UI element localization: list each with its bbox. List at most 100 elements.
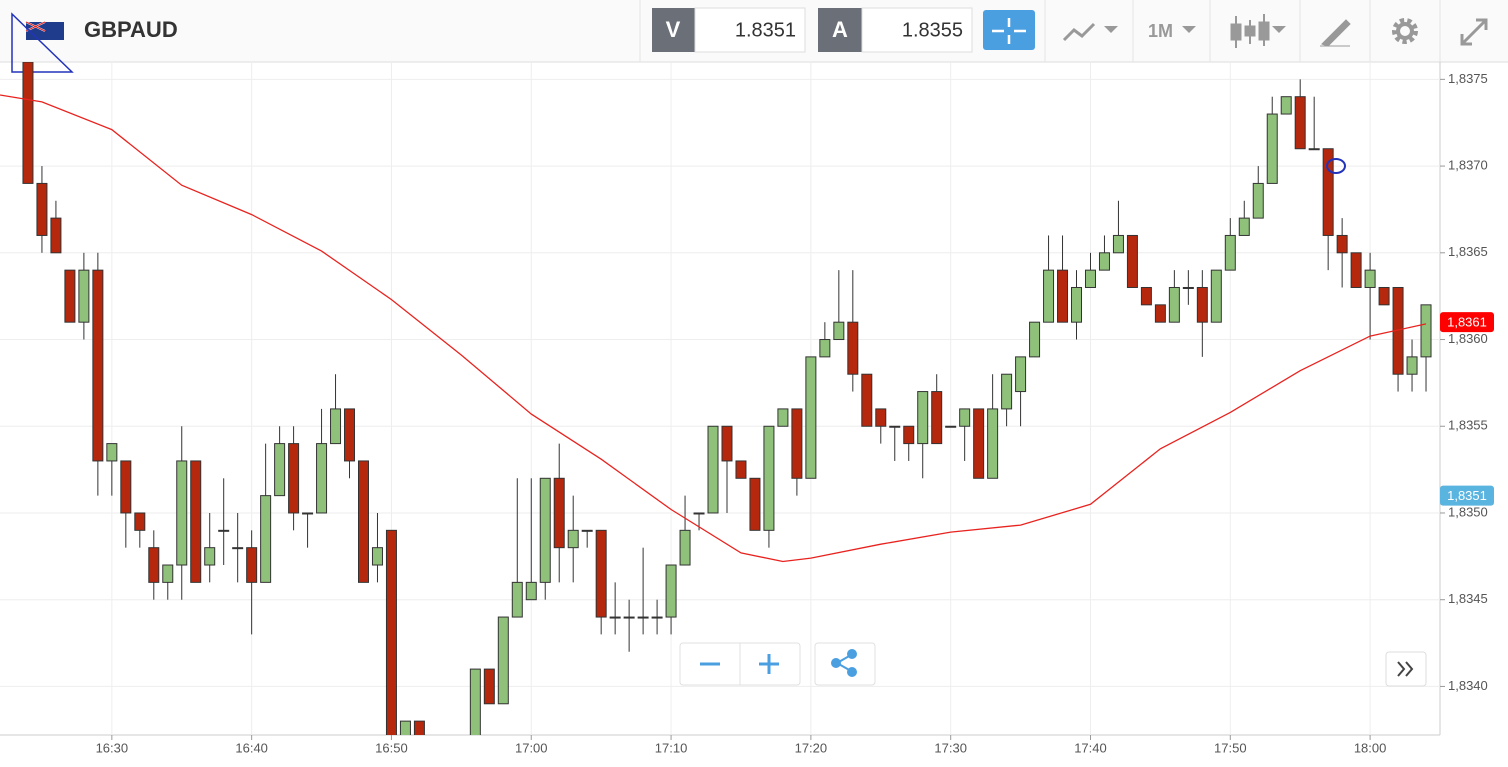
candle-body (1043, 269, 1055, 323)
share-button[interactable] (814, 642, 876, 686)
plot (0, 62, 1432, 735)
candle-body (134, 512, 146, 531)
bid-box[interactable] (694, 7, 806, 53)
candle-body (973, 408, 985, 479)
candle-body (609, 616, 621, 619)
candle-body (1224, 234, 1236, 271)
price-tag (1440, 485, 1494, 506)
candle-body (1266, 113, 1278, 184)
candle-body (1294, 96, 1306, 150)
bid-tag[interactable] (652, 8, 695, 52)
x-tick-label: 16:50 (375, 740, 408, 755)
price-tag-label: 1,8351 (1447, 488, 1487, 503)
indicator-icon[interactable] (1062, 22, 1096, 42)
candle-body (1057, 269, 1069, 323)
candle-body (483, 668, 495, 705)
candle-body (1406, 356, 1418, 375)
candle-body (1364, 269, 1376, 288)
drawing-triangle (11, 12, 74, 73)
zoom-controls (679, 642, 1427, 687)
candle-body (623, 616, 635, 619)
candle-body (246, 547, 258, 583)
chart-type-icon[interactable] (1230, 14, 1270, 48)
share-icon (831, 649, 857, 677)
timeframe[interactable]: 1M (1148, 21, 1173, 41)
candle-body (330, 408, 342, 445)
candle-body (162, 564, 174, 583)
candle-body (469, 668, 481, 735)
candle-body (805, 356, 817, 479)
candle-body (274, 443, 286, 497)
candle-body (791, 408, 803, 479)
x-tick-label: 17:20 (795, 740, 828, 755)
candle-body (511, 581, 523, 618)
candle-body (539, 477, 551, 583)
crosshair-icon (992, 18, 1026, 44)
candle-body (218, 529, 230, 532)
candle-body (581, 529, 593, 532)
dropdown-arrow (1104, 26, 1118, 33)
candle-body (721, 425, 733, 462)
candle-body (288, 443, 300, 514)
candle-body (749, 477, 761, 531)
candle-body (399, 720, 411, 735)
candle-body (637, 616, 649, 619)
candle-body (959, 408, 971, 427)
x-tick-label: 17:00 (515, 740, 548, 755)
scroll-right-icon (1397, 661, 1414, 677)
zoom-in[interactable] (759, 654, 779, 674)
y-tick-label: 1,8350 (1448, 504, 1488, 519)
y-tick-label: 1,8340 (1448, 678, 1488, 693)
ask-box[interactable] (861, 7, 973, 53)
draw-tool-icon[interactable] (1320, 19, 1351, 47)
settings-icon-core (1396, 22, 1414, 40)
crosshair-button[interactable] (983, 10, 1035, 50)
candle-body (1084, 269, 1096, 288)
axes: 1,8340 1,8345 1,8350 1,8355 1,8360 1,8365 1,83… (96, 71, 1494, 755)
candle-body (847, 321, 859, 375)
y-tick-label: 1,8370 (1448, 158, 1488, 173)
candle-body (344, 408, 356, 462)
bid-price: 1.8351 (735, 19, 796, 41)
y-tick-label: 1,8345 (1448, 591, 1488, 606)
ask-label: A (832, 17, 848, 42)
dropdown-arrow (1182, 26, 1196, 33)
candle-body (651, 616, 663, 619)
candle-body (987, 408, 999, 479)
ask-tag[interactable] (818, 8, 862, 52)
candle-body (1140, 286, 1152, 306)
scroll-right-button[interactable] (1385, 651, 1427, 687)
y-tick-label: 1,8355 (1448, 418, 1488, 433)
drawing-circle (1326, 158, 1346, 174)
candle-body (1378, 286, 1390, 306)
candle-body (1154, 304, 1166, 323)
candle-body (1001, 373, 1013, 410)
candle-body (1168, 286, 1180, 323)
candle-body (1238, 217, 1250, 236)
candle-body (64, 269, 76, 323)
candle-body (931, 391, 943, 445)
candle-body (316, 443, 328, 514)
dropdown-arrow (1272, 26, 1286, 33)
candle-body (1126, 234, 1138, 288)
candle-body (1182, 286, 1194, 289)
candle-body (525, 581, 537, 601)
bid-label: V (666, 17, 681, 42)
candle-body (232, 547, 244, 550)
settings-icon[interactable] (1392, 18, 1418, 44)
candle-body (371, 547, 383, 566)
candle-body (735, 460, 747, 479)
x-tick-label: 17:40 (1074, 740, 1107, 755)
candle-body (819, 339, 831, 358)
candle-body (889, 425, 901, 428)
price-tag-label: 1,8361 (1447, 315, 1487, 330)
candle-body (763, 425, 775, 531)
candle-body (176, 460, 188, 566)
ask-price: 1.8355 (902, 19, 963, 41)
fullscreen-icon[interactable] (1460, 18, 1488, 46)
candle-body (190, 460, 202, 583)
candle-body (861, 373, 873, 427)
candle-body (120, 460, 132, 514)
candle-body (903, 425, 915, 445)
